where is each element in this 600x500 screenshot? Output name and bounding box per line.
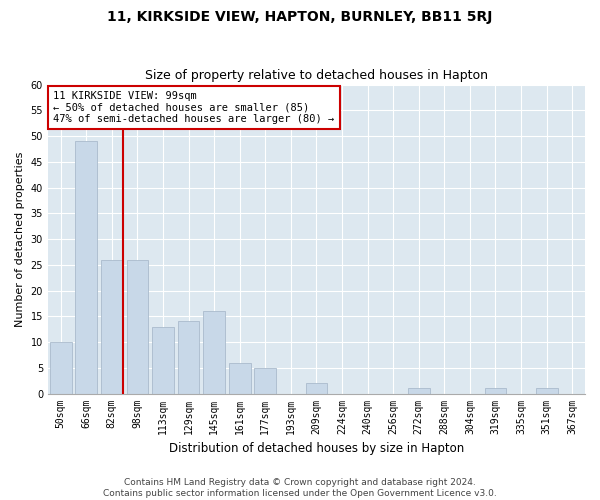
Bar: [178, 322, 199, 394]
Bar: [50, 342, 71, 394]
Bar: [408, 388, 430, 394]
Text: 11, KIRKSIDE VIEW, HAPTON, BURNLEY, BB11 5RJ: 11, KIRKSIDE VIEW, HAPTON, BURNLEY, BB11…: [107, 10, 493, 24]
Bar: [485, 388, 506, 394]
Bar: [152, 326, 174, 394]
Text: Contains HM Land Registry data © Crown copyright and database right 2024.
Contai: Contains HM Land Registry data © Crown c…: [103, 478, 497, 498]
Bar: [536, 388, 557, 394]
Bar: [76, 141, 97, 394]
X-axis label: Distribution of detached houses by size in Hapton: Distribution of detached houses by size …: [169, 442, 464, 455]
Bar: [203, 311, 225, 394]
Bar: [127, 260, 148, 394]
Bar: [254, 368, 276, 394]
Title: Size of property relative to detached houses in Hapton: Size of property relative to detached ho…: [145, 69, 488, 82]
Text: 11 KIRKSIDE VIEW: 99sqm
← 50% of detached houses are smaller (85)
47% of semi-de: 11 KIRKSIDE VIEW: 99sqm ← 50% of detache…: [53, 90, 335, 124]
Bar: [101, 260, 123, 394]
Y-axis label: Number of detached properties: Number of detached properties: [15, 152, 25, 326]
Bar: [305, 384, 328, 394]
Bar: [229, 362, 251, 394]
